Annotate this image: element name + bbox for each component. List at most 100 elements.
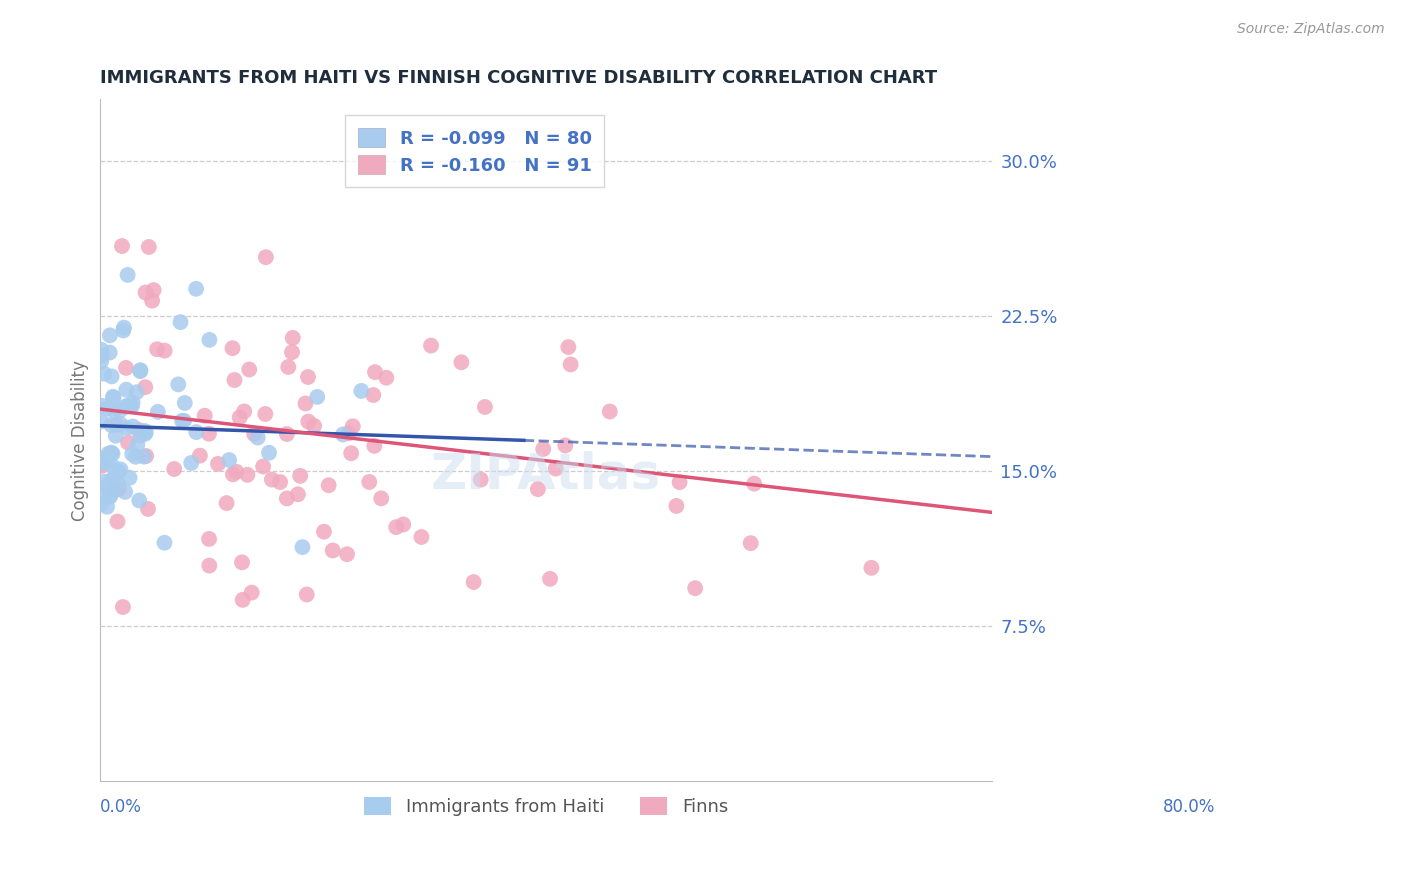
Point <box>359 475 381 489</box>
Point <box>599 404 621 418</box>
Point <box>557 340 579 354</box>
Point <box>100 369 122 384</box>
Point <box>103 404 125 418</box>
Point <box>246 431 269 445</box>
Point <box>215 496 238 510</box>
Point <box>93 475 115 489</box>
Point <box>115 421 138 435</box>
Point <box>91 488 114 502</box>
Point <box>100 417 122 432</box>
Point <box>169 315 191 329</box>
Point <box>98 328 121 343</box>
Point <box>121 447 143 461</box>
Point <box>101 447 124 461</box>
Point <box>207 457 229 471</box>
Point <box>238 362 260 376</box>
Point <box>668 475 690 490</box>
Point <box>392 517 415 532</box>
Point <box>117 268 139 282</box>
Point <box>93 455 115 469</box>
Point <box>340 446 363 460</box>
Point <box>114 400 136 414</box>
Point <box>136 502 159 516</box>
Point <box>364 365 387 379</box>
Point <box>118 471 141 485</box>
Point <box>103 483 125 498</box>
Point <box>281 331 304 345</box>
Y-axis label: Cognitive Disability: Cognitive Disability <box>72 359 89 521</box>
Point <box>463 575 485 590</box>
Point <box>153 535 176 549</box>
Point <box>257 446 280 460</box>
Point <box>115 399 138 413</box>
Point <box>134 450 156 464</box>
Point <box>107 465 129 479</box>
Point <box>100 445 122 459</box>
Point <box>96 454 118 468</box>
Point <box>860 561 883 575</box>
Point <box>281 345 304 359</box>
Point <box>254 250 277 264</box>
Point <box>96 479 118 493</box>
Point <box>420 338 443 352</box>
Point <box>111 239 134 253</box>
Point <box>167 377 190 392</box>
Point <box>128 423 150 437</box>
Point <box>127 438 149 452</box>
Point <box>115 383 138 397</box>
Point <box>186 425 208 439</box>
Point <box>98 490 121 504</box>
Point <box>153 343 176 358</box>
Point <box>100 473 122 487</box>
Point <box>107 515 129 529</box>
Point <box>375 370 398 384</box>
Point <box>180 456 202 470</box>
Point <box>276 491 298 506</box>
Point <box>318 478 340 492</box>
Point <box>307 390 329 404</box>
Point <box>121 395 143 409</box>
Point <box>742 476 765 491</box>
Point <box>172 414 194 428</box>
Point <box>129 364 152 378</box>
Point <box>107 477 129 491</box>
Point <box>332 427 354 442</box>
Point <box>233 404 256 418</box>
Point <box>104 417 127 432</box>
Point <box>141 293 163 308</box>
Point <box>544 461 567 475</box>
Point <box>112 320 135 334</box>
Point <box>90 343 112 357</box>
Point <box>107 482 129 496</box>
Point <box>122 419 145 434</box>
Point <box>98 345 121 359</box>
Point <box>134 426 156 441</box>
Point <box>225 465 247 479</box>
Point <box>665 499 688 513</box>
Point <box>129 363 152 377</box>
Point <box>531 442 554 456</box>
Point <box>363 388 385 402</box>
Point <box>184 282 207 296</box>
Point <box>560 358 582 372</box>
Point <box>350 384 373 398</box>
Point <box>96 500 118 514</box>
Point <box>269 475 291 489</box>
Point <box>194 409 217 423</box>
Point <box>173 414 195 428</box>
Point <box>112 323 135 337</box>
Point <box>222 467 245 482</box>
Point <box>98 490 121 504</box>
Point <box>110 462 132 476</box>
Text: 0.0%: 0.0% <box>100 798 142 816</box>
Point <box>198 333 221 347</box>
Point <box>474 400 496 414</box>
Point <box>104 428 127 442</box>
Point <box>224 373 246 387</box>
Point <box>232 592 254 607</box>
Point <box>470 473 492 487</box>
Point <box>134 380 156 394</box>
Point <box>173 396 195 410</box>
Text: 80.0%: 80.0% <box>1163 798 1215 816</box>
Point <box>163 462 186 476</box>
